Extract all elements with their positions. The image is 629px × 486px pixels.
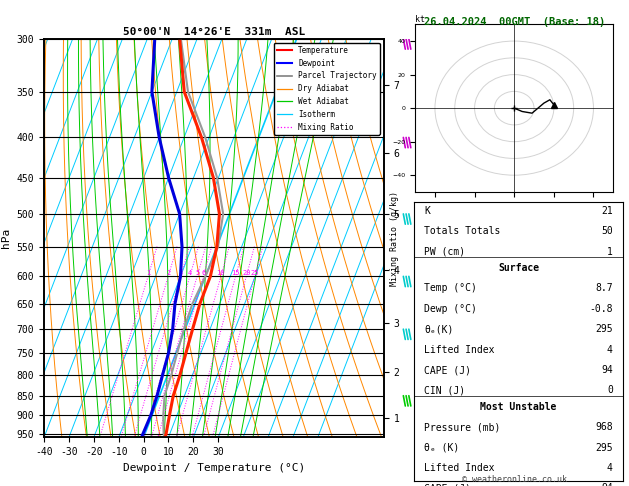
- Text: 295: 295: [595, 324, 613, 334]
- Text: 4: 4: [607, 463, 613, 473]
- Text: 0: 0: [607, 385, 613, 396]
- Text: θₑ (K): θₑ (K): [425, 443, 460, 452]
- Text: 2: 2: [166, 270, 170, 277]
- Text: 10: 10: [216, 270, 225, 277]
- Text: 94: 94: [601, 365, 613, 375]
- Title: 50°00'N  14°26'E  331m  ASL: 50°00'N 14°26'E 331m ASL: [123, 27, 305, 37]
- Text: Dewp (°C): Dewp (°C): [425, 304, 477, 314]
- Text: 1: 1: [146, 270, 150, 277]
- Text: 94: 94: [601, 483, 613, 486]
- Text: 6: 6: [201, 270, 205, 277]
- Text: Mixing Ratio (g/kg): Mixing Ratio (g/kg): [390, 191, 399, 286]
- Text: CAPE (J): CAPE (J): [425, 483, 471, 486]
- X-axis label: Dewpoint / Temperature (°C): Dewpoint / Temperature (°C): [123, 463, 305, 473]
- Text: PW (cm): PW (cm): [425, 247, 465, 257]
- Text: Lifted Index: Lifted Index: [425, 463, 495, 473]
- Text: 50: 50: [601, 226, 613, 236]
- Text: 4: 4: [187, 270, 192, 277]
- Y-axis label: km
ASL: km ASL: [420, 228, 435, 248]
- Text: CIN (J): CIN (J): [425, 385, 465, 396]
- Text: 8.7: 8.7: [595, 283, 613, 294]
- Text: 5: 5: [195, 270, 199, 277]
- Text: 968: 968: [595, 422, 613, 432]
- Text: Pressure (mb): Pressure (mb): [425, 422, 501, 432]
- Text: Temp (°C): Temp (°C): [425, 283, 477, 294]
- Text: 26.04.2024  00GMT  (Base: 18): 26.04.2024 00GMT (Base: 18): [424, 17, 605, 27]
- Text: 20: 20: [242, 270, 250, 277]
- Text: K: K: [425, 206, 430, 216]
- Text: 295: 295: [595, 443, 613, 452]
- Text: © weatheronline.co.uk: © weatheronline.co.uk: [462, 474, 567, 484]
- Text: 21: 21: [601, 206, 613, 216]
- Text: 15: 15: [231, 270, 240, 277]
- Text: Lifted Index: Lifted Index: [425, 345, 495, 355]
- Text: -0.8: -0.8: [589, 304, 613, 314]
- Text: Surface: Surface: [498, 263, 539, 273]
- Text: CAPE (J): CAPE (J): [425, 365, 471, 375]
- Text: 4: 4: [607, 345, 613, 355]
- Text: θₑ(K): θₑ(K): [425, 324, 454, 334]
- Y-axis label: hPa: hPa: [1, 228, 11, 248]
- Text: Most Unstable: Most Unstable: [481, 402, 557, 412]
- Text: kt: kt: [415, 15, 425, 24]
- Legend: Temperature, Dewpoint, Parcel Trajectory, Dry Adiabat, Wet Adiabat, Isotherm, Mi: Temperature, Dewpoint, Parcel Trajectory…: [274, 43, 380, 135]
- Text: 25: 25: [250, 270, 259, 277]
- Text: 1: 1: [607, 247, 613, 257]
- Text: Totals Totals: Totals Totals: [425, 226, 501, 236]
- Text: 3: 3: [179, 270, 183, 277]
